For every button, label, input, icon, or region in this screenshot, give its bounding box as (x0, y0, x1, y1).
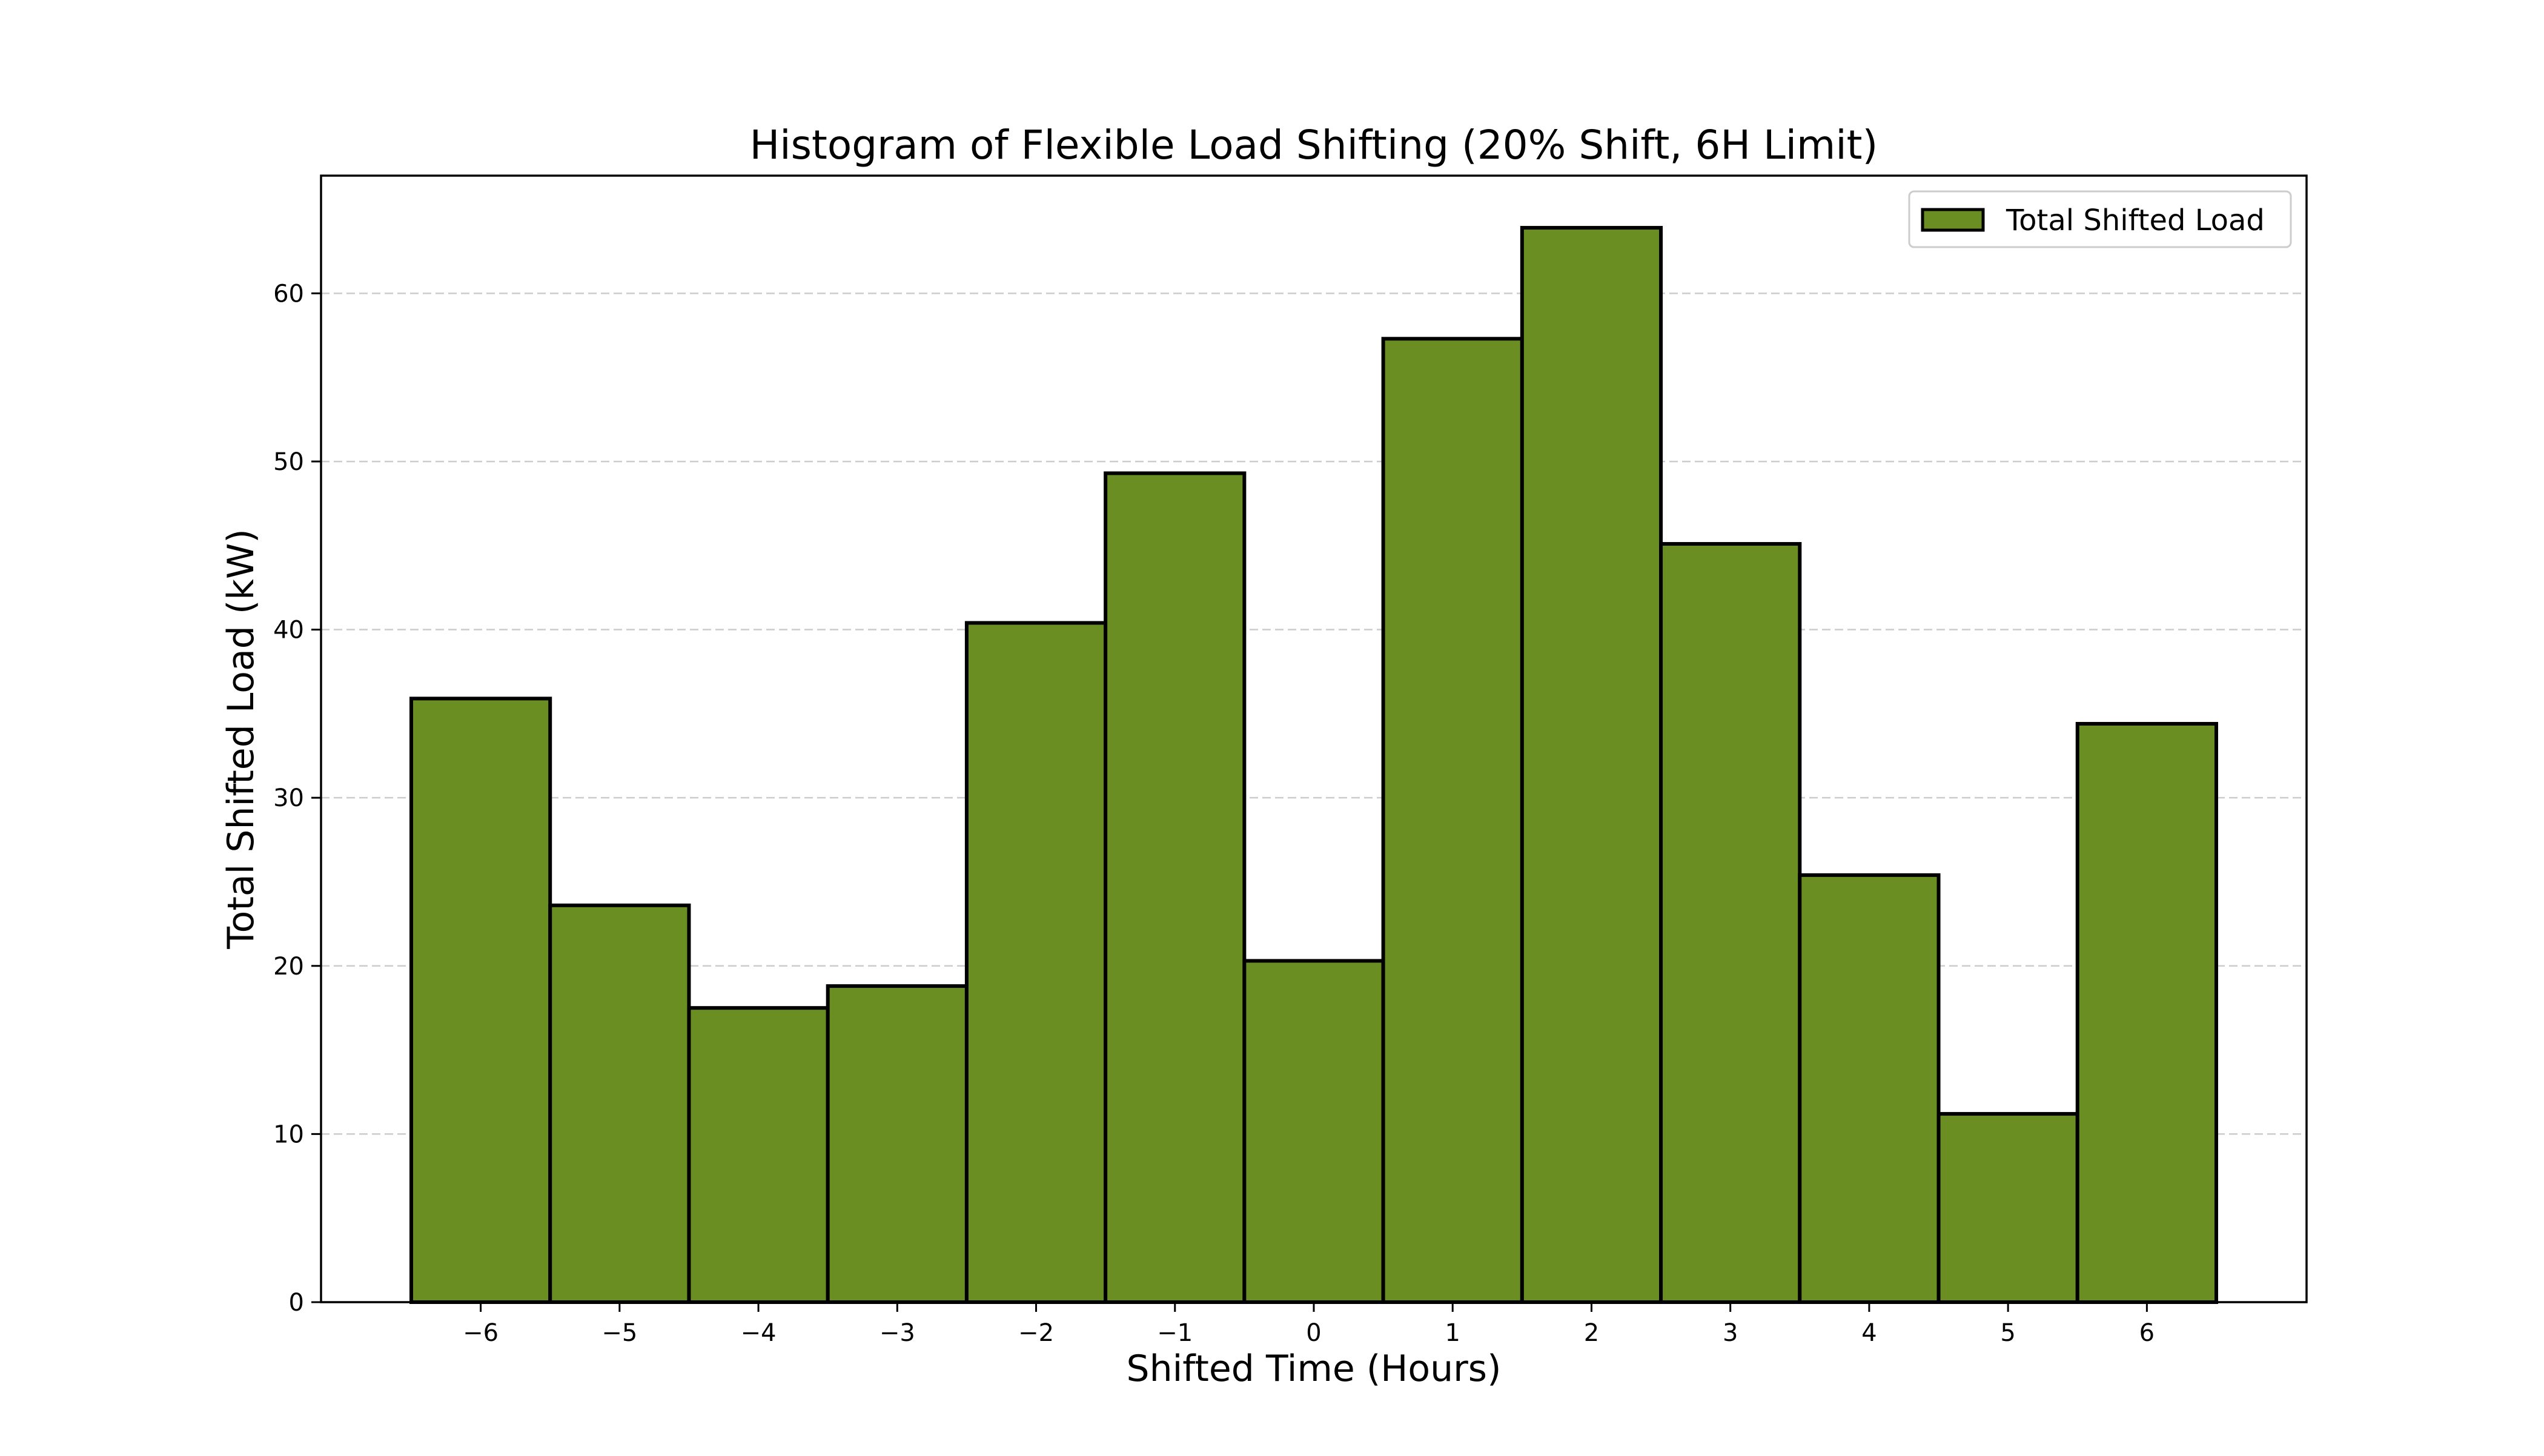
x-tick-label-3: 3 (1723, 1319, 1738, 1347)
bar--2 (964, 621, 1108, 1304)
bar--1 (1104, 471, 1247, 1304)
chart-title: Histogram of Flexible Load Shifting (20%… (750, 122, 1878, 168)
bar-0 (1242, 959, 1385, 1304)
x-tick-label-1: 1 (1445, 1319, 1460, 1347)
bar--5 (548, 903, 691, 1304)
x-tick-label-4: 4 (1861, 1319, 1877, 1347)
y-axis-label: Total Shifted Load (kW) (220, 529, 262, 950)
y-tick-label-20: 20 (273, 953, 304, 981)
legend-swatch (1921, 208, 1985, 232)
y-tick-label-10: 10 (273, 1120, 304, 1148)
y-tick-label-50: 50 (273, 448, 304, 476)
bar-4 (1798, 873, 1941, 1305)
x-tick-label--1: −1 (1157, 1319, 1193, 1347)
bar--3 (826, 984, 969, 1305)
x-tick-label-0: 0 (1306, 1319, 1321, 1347)
bar-2 (1520, 226, 1663, 1304)
x-tick-label--3: −3 (879, 1319, 915, 1347)
x-tick-label-6: 6 (2139, 1319, 2155, 1347)
bars-layer (409, 226, 2219, 1305)
legend-box (1908, 190, 2292, 248)
bar-5 (1936, 1112, 2079, 1304)
bar--4 (687, 1006, 830, 1304)
legend-label: Total Shifted Load (2006, 204, 2265, 237)
x-tick-label--4: −4 (741, 1319, 777, 1347)
y-tick-label-0: 0 (289, 1289, 304, 1317)
bar-6 (2075, 722, 2219, 1304)
x-tick-label-5: 5 (2000, 1319, 2015, 1347)
x-tick-label--6: −6 (463, 1319, 499, 1347)
x-tick-label-2: 2 (1584, 1319, 1599, 1347)
x-tick-label--5: −5 (601, 1319, 637, 1347)
bar-3 (1659, 541, 1802, 1305)
x-axis-label: Shifted Time (Hours) (1127, 1348, 1502, 1390)
y-tick-label-60: 60 (273, 280, 304, 308)
y-tick-label-30: 30 (273, 784, 304, 812)
x-tick-label--2: −2 (1018, 1319, 1054, 1347)
legend: Total Shifted Load (1908, 190, 2292, 248)
bar-1 (1381, 337, 1524, 1304)
y-tick-label-40: 40 (273, 617, 304, 644)
bar--6 (409, 697, 552, 1305)
